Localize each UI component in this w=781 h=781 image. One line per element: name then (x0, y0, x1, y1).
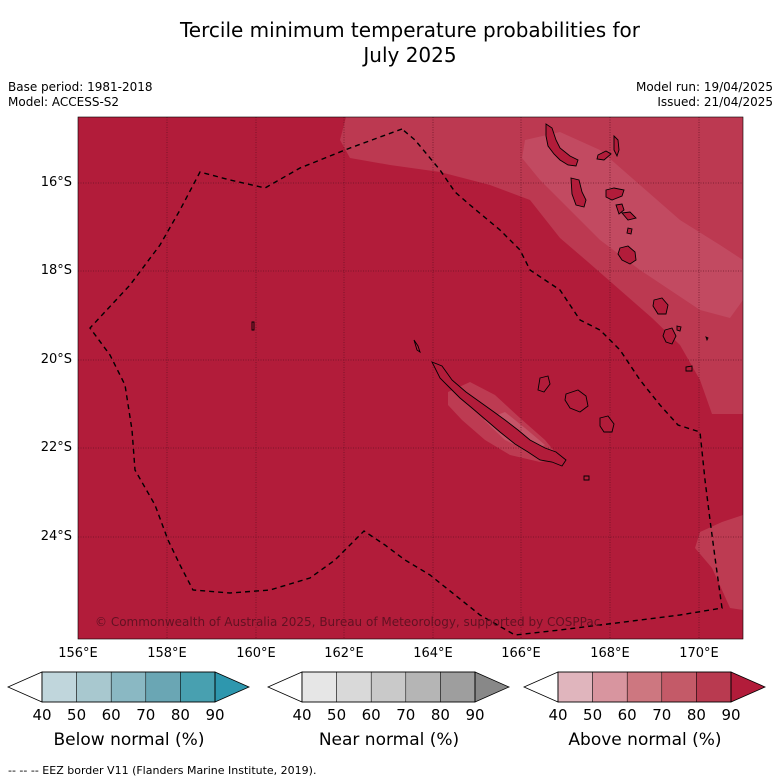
lon-label-166e: 166°E (501, 646, 541, 661)
colorbar-extend-low (523, 671, 559, 703)
colorbar-tick-label: 50 (327, 706, 347, 724)
map-frame (77, 116, 744, 640)
colorbar-tick-label: 70 (136, 706, 156, 724)
colorbar-tick-label: 90 (465, 706, 485, 724)
colorbar-segment (626, 671, 663, 703)
colorbar-extend-low (267, 671, 303, 703)
issued-text: Issued: 21/04/2025 (657, 95, 773, 109)
colorbar-segment (301, 671, 337, 703)
colorbar-frame (41, 671, 216, 703)
lon-label-156e: 156°E (58, 646, 98, 661)
new-caledonia-islands (251, 321, 615, 481)
lat-label-24s: 24°S (40, 529, 72, 544)
colorbar-tick-label: 80 (170, 706, 190, 724)
colorbar-segment (440, 671, 476, 703)
colorbar-tick-label: 40 (548, 706, 568, 724)
colorbar-near-normal (267, 671, 510, 703)
colorbar-above-normal (523, 671, 766, 703)
lon-label-164e: 164°E (413, 646, 453, 661)
colorbar-extend-high (730, 671, 766, 703)
colorbar-tick-label: 50 (583, 706, 603, 724)
colorbar-extend-high (474, 671, 510, 703)
lon-label-162e: 162°E (324, 646, 364, 661)
meta-left: Base period: 1981-2018 Model: ACCESS-S2 (8, 80, 153, 110)
copyright-text: © Commonwealth of Australia 2025, Bureau… (95, 615, 600, 629)
colorbar-segment (696, 671, 732, 703)
meta-right: Model run: 19/04/2025 Issued: 21/04/2025 (636, 80, 773, 110)
colorbar-below-normal (7, 671, 250, 703)
eez-border (89, 128, 723, 636)
colorbar-tick-label: 70 (652, 706, 672, 724)
colorbar-extend-high (214, 671, 250, 703)
lat-label-22s: 22°S (40, 440, 72, 455)
colorbar-label-near: Near normal (%) (318, 730, 460, 750)
colorbar-frame (301, 671, 476, 703)
lat-label-16s: 16°S (40, 175, 72, 190)
vanuatu-islands (545, 123, 709, 372)
colorbar-frame (557, 671, 732, 703)
gridlines (78, 117, 743, 639)
lat-label-20s: 20°S (40, 352, 72, 367)
colorbar-tick-label: 90 (205, 706, 225, 724)
model-run-text: Model run: 19/04/2025 (635, 80, 773, 94)
colorbar-segment (370, 671, 407, 703)
base-period-text: Base period: 1981-2018 (8, 80, 153, 94)
lon-label-158e: 158°E (147, 646, 187, 661)
colorbar-tick-label: 90 (721, 706, 741, 724)
colorbar-segment (180, 671, 216, 703)
colorbar-label-above: Above normal (%) (568, 730, 722, 750)
footnote-eez: -- -- -- EEZ border V11 (Flanders Marine… (8, 764, 317, 777)
probability-zone-lower-right (695, 515, 743, 610)
colorbar-segment (661, 671, 697, 703)
colorbar-segment (336, 671, 372, 703)
colorbar-segment (41, 671, 77, 703)
colorbar-label-below: Below normal (%) (53, 730, 205, 750)
colorbar-segment (110, 671, 147, 703)
colorbar-tick-label: 60 (101, 706, 121, 724)
colorbar-tick-label: 70 (396, 706, 416, 724)
probability-zone-upper-right-inner (522, 132, 743, 318)
lon-label-168e: 168°E (590, 646, 630, 661)
model-text: Model: ACCESS-S2 (8, 95, 120, 109)
lon-label-160e: 160°E (236, 646, 276, 661)
colorbar-extend-low (7, 671, 43, 703)
colorbar-tick-label: 40 (292, 706, 312, 724)
title-line-2: July 2025 (363, 43, 457, 67)
colorbar-tick-label: 80 (430, 706, 450, 724)
colorbar-tick-label: 40 (32, 706, 52, 724)
colorbar-segment (76, 671, 112, 703)
colorbar-segment (145, 671, 181, 703)
colorbar-tick-label: 60 (361, 706, 381, 724)
colorbar-segment (405, 671, 441, 703)
colorbar-segment (592, 671, 628, 703)
colorbar-tick-label: 60 (617, 706, 637, 724)
colorbar-tick-label: 50 (67, 706, 87, 724)
lat-label-18s: 18°S (40, 263, 72, 278)
title-line-1: Tercile minimum temperature probabilitie… (179, 18, 641, 42)
chart-title: Tercile minimum temperature probabilitie… (0, 18, 781, 68)
colorbar-tick-label: 80 (686, 706, 706, 724)
colorbar-segment (557, 671, 593, 703)
lon-label-170e: 170°E (679, 646, 719, 661)
